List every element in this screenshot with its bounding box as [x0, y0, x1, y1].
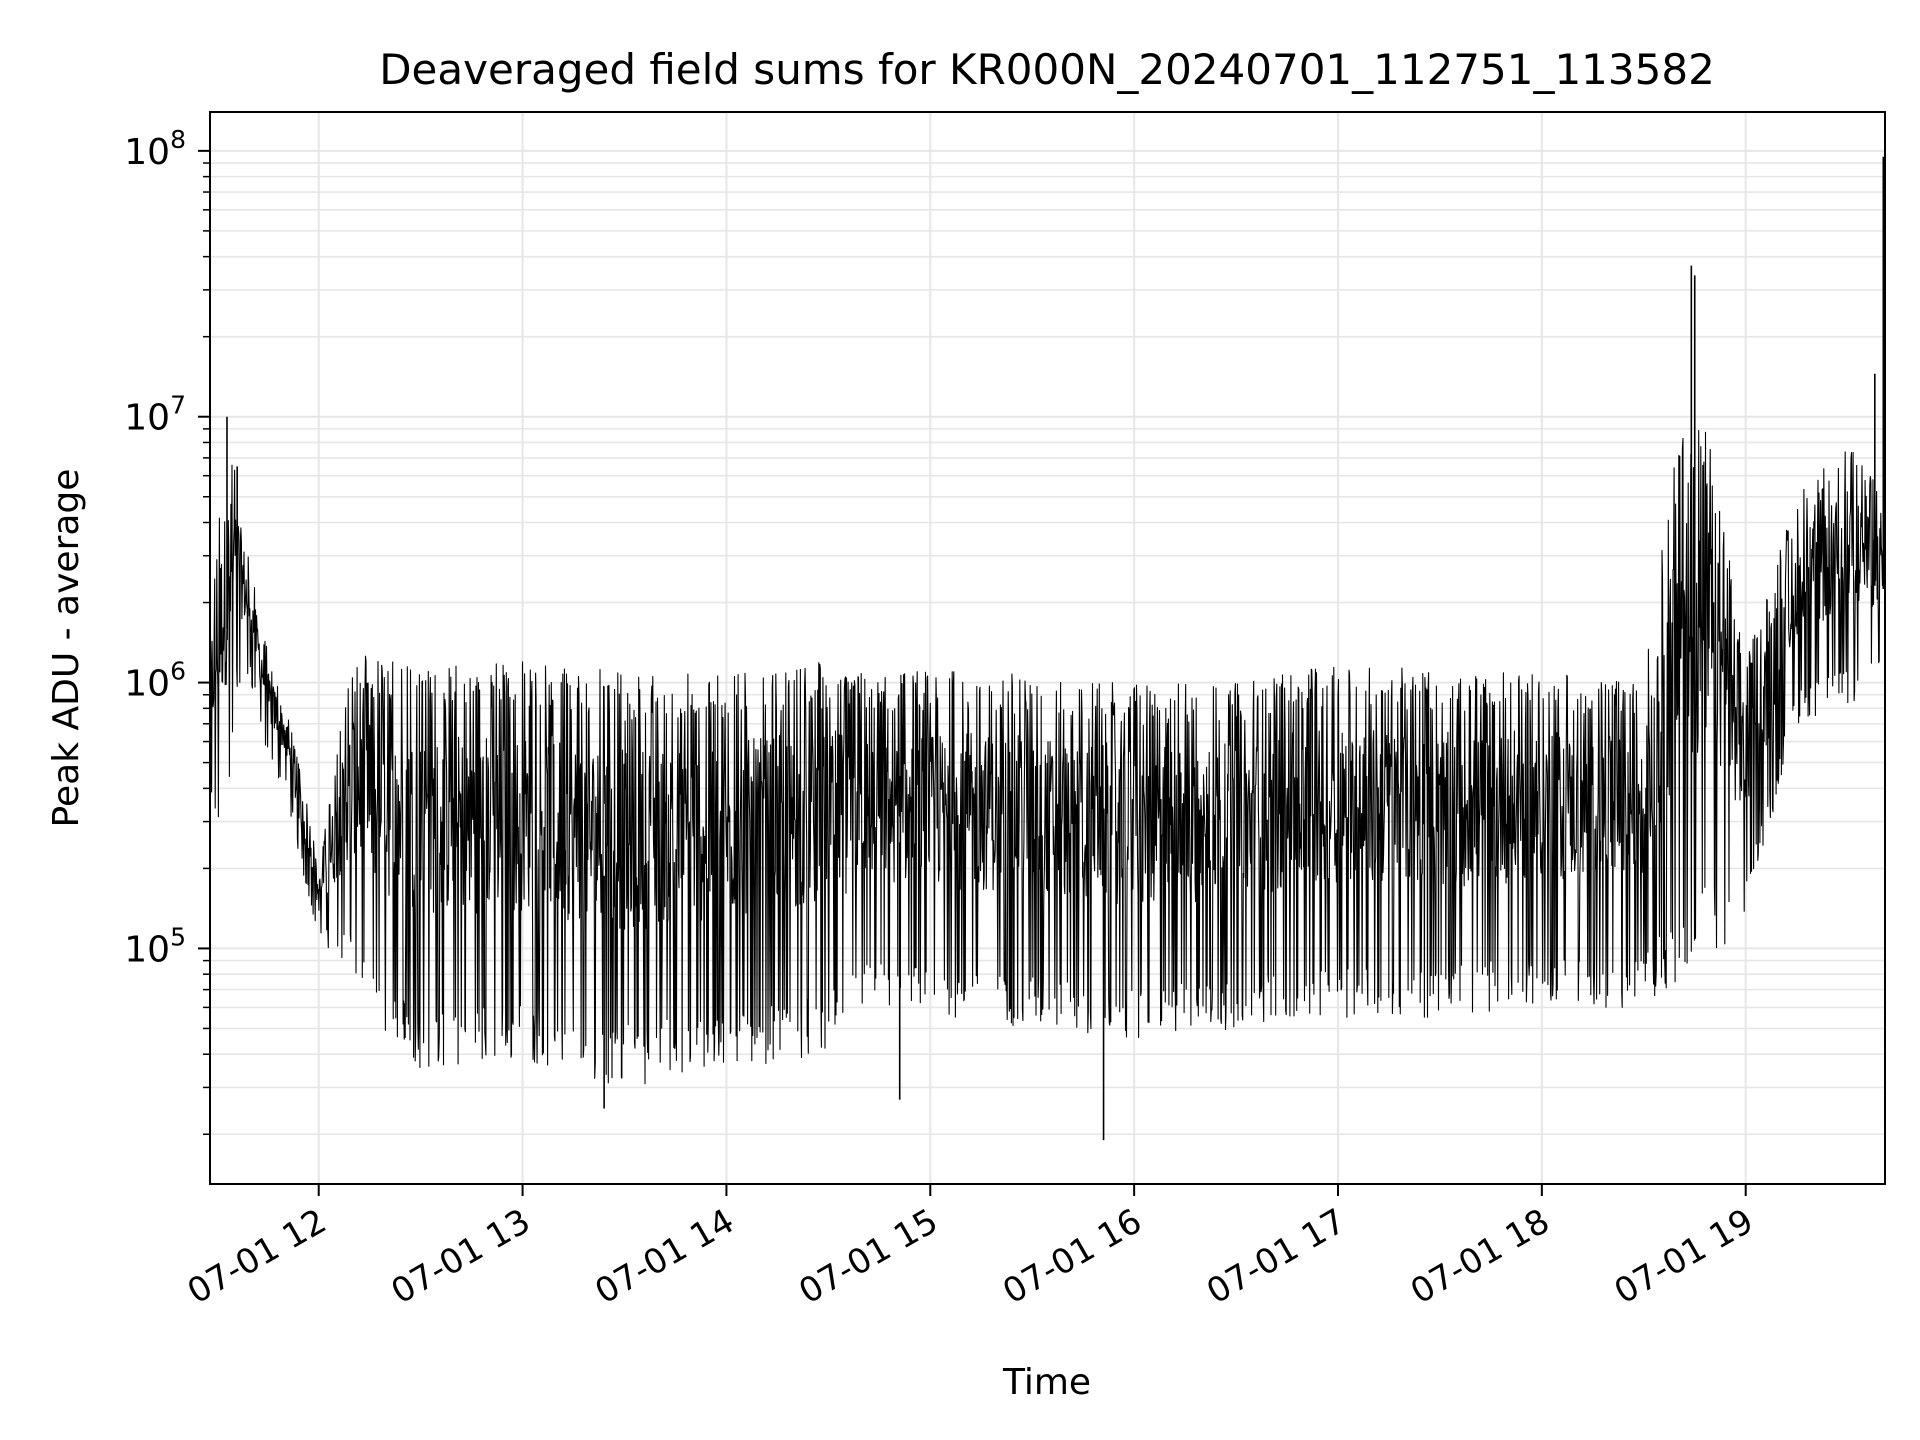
x-axis-label: Time — [1002, 1362, 1091, 1403]
series-group — [210, 156, 1885, 1141]
series-line — [210, 429, 1885, 1085]
y-tick-label: 108 — [124, 125, 186, 173]
chart-title: Deaveraged field sums for KR000N_2024070… — [379, 45, 1715, 94]
y-tick-label: 107 — [124, 391, 186, 439]
y-axis: 105 106 107 108 — [124, 125, 210, 1136]
y-tick-label: 106 — [124, 657, 186, 705]
y-tick-label: 105 — [124, 922, 186, 970]
plot-frame — [209, 111, 1886, 1185]
y-axis-label: Peak ADU - average — [46, 469, 87, 828]
